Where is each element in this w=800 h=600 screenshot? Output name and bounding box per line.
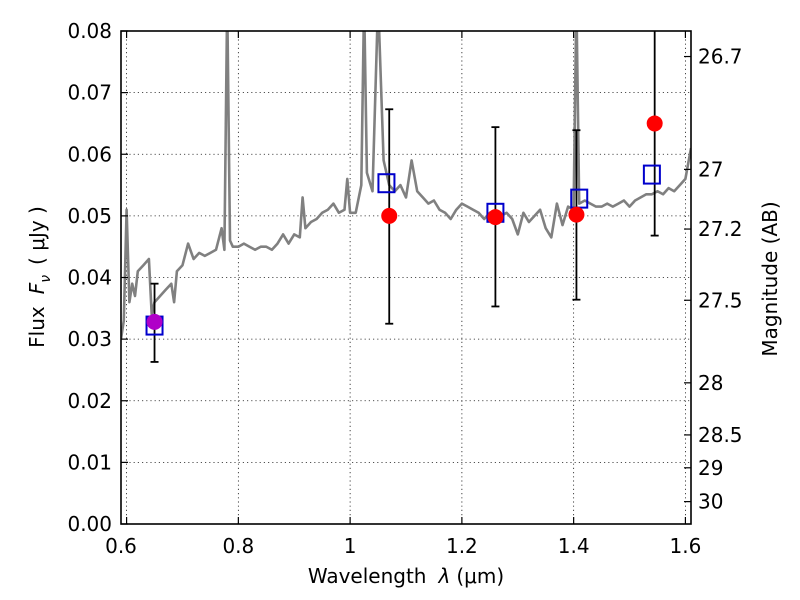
y2-tick-label: 28	[698, 371, 723, 395]
plot-frame	[120, 30, 692, 525]
y2-axis-ticks: 26.7 27 27.2 27.5 28 28.5 29 30	[684, 45, 743, 514]
y2-tick-label: 29	[698, 456, 723, 480]
grid-lines	[121, 31, 691, 524]
x-axis-ticks: 0.8 1 1.2 1.4 1.6	[125, 31, 702, 558]
spectrum-series	[121, 31, 691, 340]
y2-tick-label: 27.5	[698, 288, 743, 312]
y-tick-label: 0.08	[67, 19, 112, 43]
y2-tick-label: 27	[698, 157, 723, 181]
model-box	[377, 173, 396, 194]
x-tick-label-0.6: 0.6	[105, 534, 137, 558]
spectrum-line	[121, 31, 691, 340]
observed-point	[646, 115, 663, 132]
observed-point-series	[146, 115, 663, 330]
x-tick-label: 0.8	[222, 534, 254, 558]
y2-tick-label: 26.7	[698, 45, 743, 69]
x-tick-label: 1.4	[558, 534, 590, 558]
observed-point	[146, 313, 163, 330]
y2-axis-label: Magnitude (AB)	[758, 201, 782, 356]
y-tick-label: 0.02	[67, 389, 112, 413]
x-tick-label: 1.6	[670, 534, 702, 558]
x-tick-label: 1	[344, 534, 357, 558]
y-tick-label: 0.03	[67, 327, 112, 351]
y2-tick-label: 27.2	[698, 217, 743, 241]
observed-point	[568, 206, 585, 223]
y2-tick-label: 30	[698, 490, 723, 514]
observed-point	[381, 207, 398, 224]
observed-point	[487, 209, 504, 226]
y-tick-label: 0.00	[67, 512, 112, 536]
y-tick-label: 0.05	[67, 204, 112, 228]
x-tick-label: 1.2	[446, 534, 478, 558]
model-box	[642, 164, 661, 185]
y-axis-label: FluxFν( μJy )	[25, 206, 54, 348]
y-tick-label: 0.07	[67, 81, 112, 105]
y-tick-label: 0.04	[67, 266, 112, 290]
y-tick-label: 0.06	[67, 142, 112, 166]
x-axis-label: Wavelength λ (μm)	[308, 564, 504, 588]
y2-tick-label: 28.5	[698, 423, 743, 447]
y-tick-label: 0.01	[67, 450, 112, 474]
y-axis-ticks: 0.00 0.01 0.02 0.03 0.04 0.05 0.06 0.07 0.08	[67, 19, 128, 536]
